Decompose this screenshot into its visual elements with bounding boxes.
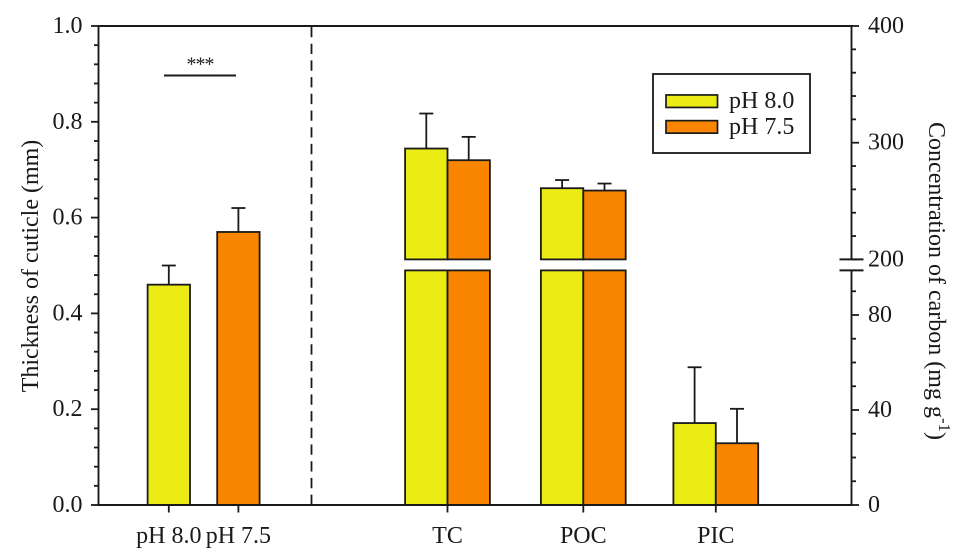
bar-tc-ph-7.5-upper [446,159,491,261]
right-tick-label-200: 200 [868,246,904,272]
right-tick-label-40: 40 [868,397,892,423]
right-axis-title: Concentration of carbon (mg g-1) [923,122,955,440]
bar-poc-ph-7.5-lower [582,269,627,506]
right-tick-label-400: 400 [868,13,904,39]
legend: pH 8.0 pH 7.5 [652,73,811,154]
category-label-poc: POC [560,523,607,549]
legend-label-ph-7.5: pH 7.5 [729,114,794,140]
right-tick-label-0: 0 [868,492,880,518]
bar-poc-ph-8.0-upper [540,187,585,261]
bar-tc-ph-8.0-lower [404,269,449,506]
bar-pic-ph-7.5 [714,442,760,506]
category-label-ph-8.0: pH 8.0 [136,523,201,549]
left-axis-title: Thickness of cuticle (mm) [18,140,44,393]
bar-ph-7.5-thickness [216,231,261,506]
left-tick-label-0.2: 0.2 [53,396,83,422]
right-axis-title-superscript: -1 [936,418,955,432]
legend-swatch-ph-7.5 [665,119,719,135]
tick-labels-group: 0.0 0.2 0.4 0.6 0.8 1.0 0 40 80 200 300 400 [53,13,905,518]
axes-frame-group [97,25,864,506]
bar-pic-ph-8.0 [672,422,717,506]
legend-swatch-ph-8.0 [665,94,719,109]
bar-tc-ph-8.0-upper [404,147,449,261]
category-labels-group: pH 8.0 pH 7.5 TC POC PIC [136,523,734,549]
left-tick-label-1.0: 1.0 [53,13,83,39]
category-label-tc: TC [432,523,463,549]
error-bars-group [161,112,744,444]
left-tick-label-0.8: 0.8 [53,109,83,135]
legend-label-ph-8.0: pH 8.0 [729,88,794,114]
bars-group [146,147,760,506]
bar-tc-ph-7.5-lower [446,269,491,506]
legend-box [652,73,811,154]
bar-ph-8.0-thickness [146,283,191,506]
right-axis-title-suffix: ) [923,432,949,440]
left-tick-label-0.6: 0.6 [53,205,83,231]
ticks-group [91,25,859,513]
right-axis-title-text: Concentration of carbon (mg g [923,122,949,418]
bar-poc-ph-7.5-upper [582,189,627,261]
category-label-pic: PIC [697,523,734,549]
left-tick-label-0.0: 0.0 [53,492,83,518]
right-tick-label-300: 300 [868,130,904,156]
category-label-ph-7.5: pH 7.5 [206,523,271,549]
left-tick-label-0.4: 0.4 [53,300,83,326]
significance-stars: *** [187,54,215,76]
bar-poc-ph-8.0-lower [540,269,585,506]
right-tick-label-80: 80 [868,302,892,328]
